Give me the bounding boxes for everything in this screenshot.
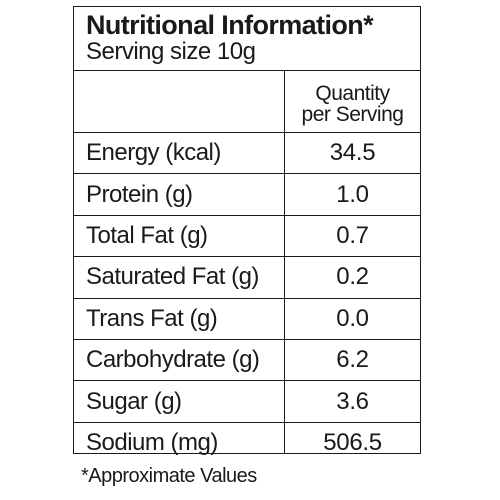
- quantity-column-header: Quantity per Serving: [284, 71, 421, 133]
- nutrient-label: Sodium (mg): [86, 429, 218, 457]
- serving-size: Serving size 10g: [86, 38, 256, 65]
- table-row: Protein (g) 1.0: [74, 174, 420, 216]
- table-row: Carbohydrate (g) 6.2: [74, 340, 420, 382]
- panel-title: Nutritional Information*: [86, 10, 374, 40]
- nutrient-value: 1.0: [336, 180, 369, 208]
- nutrition-facts-panel: Nutritional Information* Serving size 10…: [73, 6, 421, 456]
- panel-header: Nutritional Information* Serving size 10…: [74, 7, 420, 71]
- nutrient-label: Trans Fat (g): [86, 304, 218, 332]
- table-row: Saturated Fat (g) 0.2: [74, 257, 420, 299]
- nutrient-value: 0.2: [336, 263, 369, 291]
- nutrient-value: 506.5: [323, 429, 382, 457]
- nutrient-value: 0.7: [336, 221, 369, 249]
- nutrient-value: 0.0: [336, 304, 369, 332]
- nutrient-column-header: [74, 71, 284, 133]
- table-row: Sodium (mg) 506.5: [74, 423, 420, 464]
- table-row: Trans Fat (g) 0.0: [74, 299, 420, 340]
- table-row: Total Fat (g) 0.7: [74, 216, 420, 258]
- table-row: Sugar (g) 3.6: [74, 381, 420, 423]
- nutrient-label: Total Fat (g): [86, 221, 208, 249]
- nutrient-label: Saturated Fat (g): [86, 263, 259, 291]
- nutrient-rows: Energy (kcal) 34.5 Protein (g) 1.0 Total…: [74, 133, 420, 464]
- quantity-header-line1: Quantity: [315, 82, 390, 105]
- nutrient-value: 3.6: [336, 387, 369, 415]
- nutrient-label: Carbohydrate (g): [86, 346, 260, 374]
- nutrient-value: 6.2: [336, 346, 369, 374]
- nutrient-label: Energy (kcal): [86, 139, 221, 167]
- table-row: Energy (kcal) 34.5: [74, 133, 420, 175]
- nutrient-label: Protein (g): [86, 180, 193, 208]
- nutrient-value: 34.5: [329, 139, 376, 167]
- quantity-header-line2: per Serving: [301, 103, 404, 126]
- footnote: *Approximate Values: [81, 465, 257, 487]
- nutrient-label: Sugar (g): [86, 387, 182, 415]
- column-divider: [284, 71, 285, 454]
